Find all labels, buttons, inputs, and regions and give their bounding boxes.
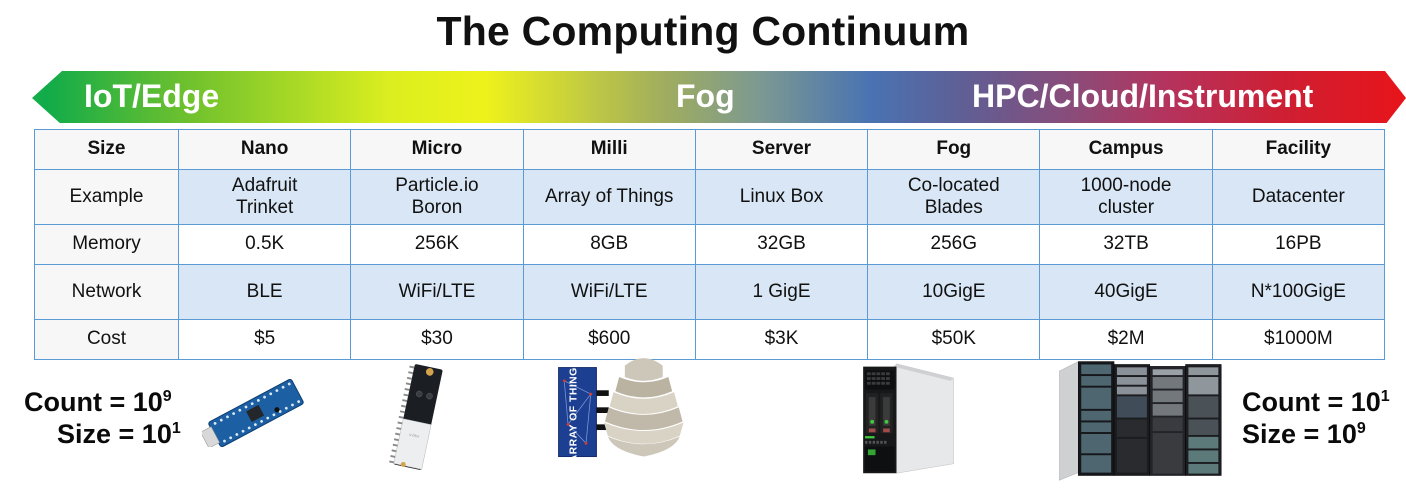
- svg-text:ARRAY OF THINGS: ARRAY OF THINGS: [569, 360, 580, 463]
